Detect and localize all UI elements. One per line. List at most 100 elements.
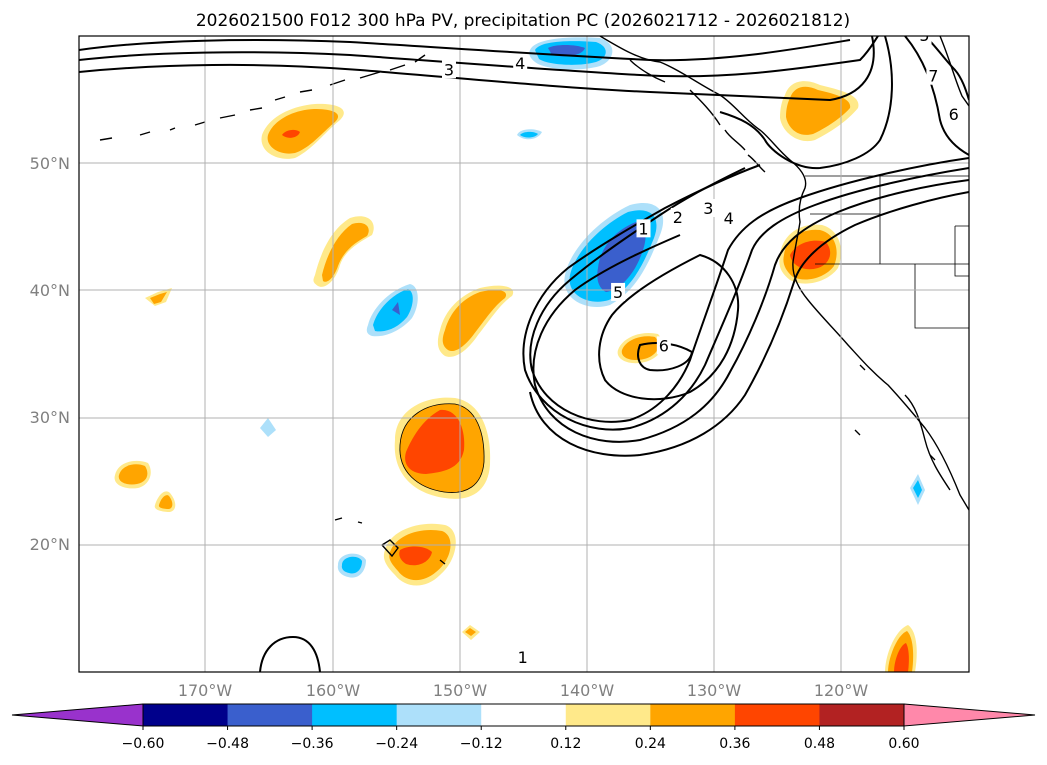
pv-contour-label: 2 xyxy=(673,208,683,227)
pv-label-bg xyxy=(721,209,736,228)
precip-blob xyxy=(158,495,173,509)
precip-blob xyxy=(150,292,167,304)
lat-tick-label: 50°N xyxy=(30,154,70,173)
lon-tick-label: 150°W xyxy=(433,681,488,700)
colorbar-swatch xyxy=(396,704,482,726)
pv-label-bg xyxy=(670,207,685,226)
colorbar-swatch xyxy=(227,704,313,726)
pv-label-bg xyxy=(441,60,456,79)
pv-contour xyxy=(79,39,851,62)
pv-contour xyxy=(529,191,969,457)
colorbar-swatch xyxy=(312,704,398,726)
colorbar-tick-label: 0.12 xyxy=(550,736,581,752)
pv-contour xyxy=(529,157,969,423)
precip-blob xyxy=(341,556,362,574)
precip-blob xyxy=(442,290,507,352)
colorbar: −0.60 −0.48 −0.36 −0.24 −0.12 0.12 0.24 0.36 0.4… xyxy=(11,703,1036,752)
lon-tick-label: 160°W xyxy=(306,681,361,700)
pv-contour-label: 3 xyxy=(703,199,713,218)
precip-blob xyxy=(282,129,300,138)
precip-blob xyxy=(913,480,922,498)
colorbar-swatch xyxy=(565,704,651,726)
precip-blob xyxy=(597,222,646,292)
pv-contour xyxy=(522,164,969,431)
island xyxy=(854,364,936,461)
state-border xyxy=(805,175,969,329)
pv-label-bg xyxy=(515,648,530,667)
pv-contour-label: 4 xyxy=(515,54,525,73)
precip-blob xyxy=(894,643,909,672)
colorbar-over-extend xyxy=(903,703,1036,727)
colorbar-swatch xyxy=(481,704,567,726)
coastline xyxy=(904,394,951,491)
colorbar-tick-label: −0.48 xyxy=(206,736,249,752)
precip-blob xyxy=(260,418,276,437)
pv-contour-label: 1 xyxy=(638,219,648,238)
colorbar-tick-label: 0.36 xyxy=(719,736,750,752)
pv-contour-label: 1 xyxy=(518,648,528,667)
colorbar-swatch xyxy=(143,704,229,726)
precip-blob xyxy=(267,109,339,154)
pv-label-bg xyxy=(636,219,651,238)
pv-label-bg xyxy=(656,336,671,355)
pv-contour-layer xyxy=(79,36,969,672)
coastline xyxy=(599,36,969,511)
precip-blob xyxy=(118,464,148,485)
pv-contour-label: 7 xyxy=(928,67,938,86)
colorbar-tick-label: 0.48 xyxy=(804,736,835,752)
lon-tick-label: 140°W xyxy=(560,681,615,700)
colorbar-outline xyxy=(142,703,905,727)
lat-tick-label: 20°N xyxy=(30,535,70,554)
colorbar-tick-label: 0.24 xyxy=(635,736,666,752)
pv-label-bg xyxy=(611,282,626,301)
figure-title: 2026021500 F012 300 hPa PV, precipitatio… xyxy=(196,11,850,31)
colorbar-tick-label: −0.36 xyxy=(291,736,334,752)
coastline xyxy=(939,36,969,107)
pv-label-bg xyxy=(946,104,961,123)
precip-blob xyxy=(621,336,659,360)
pv-contour xyxy=(532,179,969,443)
map-frame xyxy=(78,35,970,673)
precip-blob xyxy=(465,628,476,636)
pv-contour-label: 5 xyxy=(919,26,929,45)
latitude-labels: 20°N 30°N 40°N 50°N xyxy=(30,154,70,554)
pv-contour-label: 5 xyxy=(613,283,623,302)
colorbar-swatch xyxy=(734,704,820,726)
pv-contour xyxy=(719,36,893,170)
island xyxy=(334,517,446,565)
precip-blob xyxy=(405,409,465,474)
graticule xyxy=(79,36,969,672)
pv-contour-label: 6 xyxy=(659,336,669,355)
longitude-labels: 170°W 160°W 150°W 140°W 130°W 120°W xyxy=(178,681,869,700)
pv-contour xyxy=(79,36,875,102)
colorbar-tick-label: 0.60 xyxy=(888,736,919,752)
pv-label-bg xyxy=(701,198,716,217)
precip-blob xyxy=(392,302,400,315)
precip-blob xyxy=(520,131,538,138)
colorbar-tick-label: −0.12 xyxy=(460,736,503,752)
pv-contour xyxy=(79,36,879,78)
precip-blob xyxy=(548,45,585,57)
colorbar-tick-label: −0.24 xyxy=(375,736,418,752)
lon-tick-label: 120°W xyxy=(814,681,869,700)
precip-blob xyxy=(322,222,369,282)
precip-blob xyxy=(399,546,432,566)
lat-tick-label: 40°N xyxy=(30,281,70,300)
pv-label-bg xyxy=(513,53,528,72)
precip-anomaly-layer xyxy=(114,37,925,672)
lon-tick-label: 130°W xyxy=(687,681,742,700)
pv-contour xyxy=(904,36,969,156)
island xyxy=(99,54,426,141)
pv-contour-label: 3 xyxy=(444,60,454,79)
colorbar-under-extend xyxy=(11,703,144,727)
pv-contour-label: 6 xyxy=(949,105,959,124)
island xyxy=(629,59,766,173)
pv-label-bg xyxy=(917,36,932,44)
colorbar-swatch xyxy=(650,704,736,726)
pv-label-bg xyxy=(926,66,941,85)
colorbar-swatch xyxy=(819,704,905,726)
coastline-layer xyxy=(99,36,969,565)
pv-contour-label: 4 xyxy=(724,209,734,228)
